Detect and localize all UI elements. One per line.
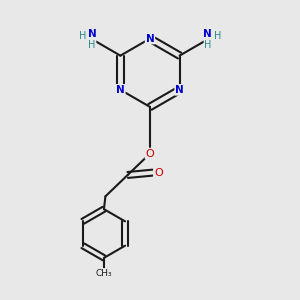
Text: H: H — [204, 40, 212, 50]
Text: H: H — [88, 40, 96, 50]
Text: N: N — [88, 29, 97, 39]
Text: N: N — [203, 29, 212, 39]
Text: H: H — [79, 31, 86, 41]
Text: N: N — [146, 34, 154, 44]
Text: CH₃: CH₃ — [96, 268, 112, 278]
Text: O: O — [154, 168, 163, 178]
Text: H: H — [214, 31, 221, 41]
Text: N: N — [116, 85, 125, 95]
Text: N: N — [175, 85, 184, 95]
Text: O: O — [146, 148, 154, 159]
